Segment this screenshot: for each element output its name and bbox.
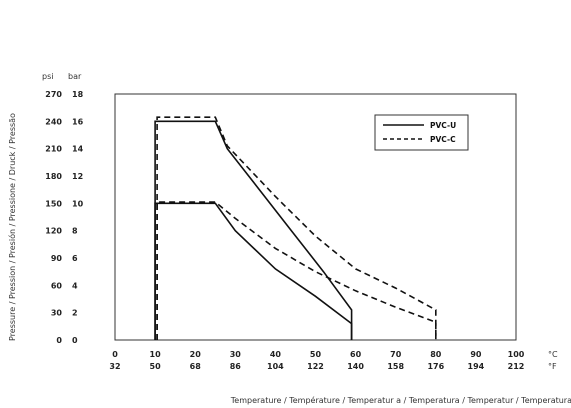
x-tick-label-c: 70 <box>390 350 402 359</box>
tick-labels: 0321050206830864010450122601407015880176… <box>45 90 524 371</box>
x-tick-label-c: 10 <box>150 350 162 359</box>
y-tick-label-psi: 240 <box>45 117 62 126</box>
x-tick-label-f: 50 <box>150 362 162 371</box>
y-tick-label-psi: 0 <box>56 336 62 345</box>
x-tick-label-f: 122 <box>307 362 324 371</box>
x-tick-label-f: 176 <box>427 362 444 371</box>
x-tick-label-c: 100 <box>508 350 525 359</box>
x-tick-label-f: 32 <box>109 362 120 371</box>
legend-label-pvc-u: PVC-U <box>430 121 456 130</box>
x-tick-label-c: 30 <box>230 350 242 359</box>
x-tick-label-c: 50 <box>310 350 322 359</box>
x-tick-label-f: 86 <box>230 362 242 371</box>
y-tick-label-bar: 10 <box>72 199 84 208</box>
series-line-pvc-c-pn16 <box>156 116 437 340</box>
y-tick-label-bar: 0 <box>72 336 78 345</box>
legend-label-pvc-c: PVC-C <box>430 135 456 144</box>
y-tick-label-psi: 210 <box>45 145 62 154</box>
x-tick-label-c: 20 <box>190 350 202 359</box>
y-tick-label-psi: 30 <box>51 309 63 318</box>
y-tick-label-bar: 4 <box>72 281 78 290</box>
y-tick-label-bar: 16 <box>72 117 84 126</box>
x-tick-label-c: 60 <box>350 350 362 359</box>
y-tick-label-bar: 2 <box>72 309 78 318</box>
x-tick-label-c: 90 <box>470 350 482 359</box>
y-unit-psi: psi <box>42 72 53 81</box>
legend-box <box>374 114 469 151</box>
y-tick-label-psi: 150 <box>45 199 62 208</box>
x-tick-label-f: 194 <box>468 362 485 371</box>
x-axis-label: Temperature / Température / Temperatur a… <box>230 395 571 405</box>
y-tick-label-bar: 18 <box>72 90 84 99</box>
y-tick-label-bar: 12 <box>72 172 83 181</box>
y-tick-label-psi: 90 <box>51 254 63 263</box>
x-tick-label-f: 104 <box>267 362 284 371</box>
y-tick-label-psi: 180 <box>45 172 62 181</box>
series-line-pvc-u-pn10 <box>154 202 353 340</box>
series-lines <box>154 116 437 340</box>
y-tick-label-bar: 8 <box>72 227 78 236</box>
y-axis-label: Pressure / Pression / Presión / Pression… <box>7 113 17 341</box>
x-tick-label-f: 158 <box>387 362 404 371</box>
x-tick-label-c: 0 <box>112 350 118 359</box>
y-tick-label-psi: 60 <box>51 281 63 290</box>
x-tick-label-c: 40 <box>270 350 282 359</box>
y-unit-bar: bar <box>68 72 82 81</box>
x-unit-celsius: °C <box>548 350 558 359</box>
x-unit-fahrenheit: °F <box>548 362 557 371</box>
series-line-pvc-c-pn10 <box>156 201 437 340</box>
legend: PVC-U PVC-C <box>374 114 469 151</box>
x-tick-label-f: 68 <box>190 362 202 371</box>
y-tick-label-bar: 6 <box>72 254 78 263</box>
y-tick-label-psi: 270 <box>45 90 62 99</box>
x-tick-label-c: 80 <box>430 350 442 359</box>
x-tick-label-f: 212 <box>508 362 525 371</box>
y-tick-label-bar: 14 <box>72 145 84 154</box>
y-tick-label-psi: 120 <box>45 227 62 236</box>
x-tick-label-f: 140 <box>347 362 364 371</box>
series-line-pvc-u-pn16 <box>154 120 353 340</box>
